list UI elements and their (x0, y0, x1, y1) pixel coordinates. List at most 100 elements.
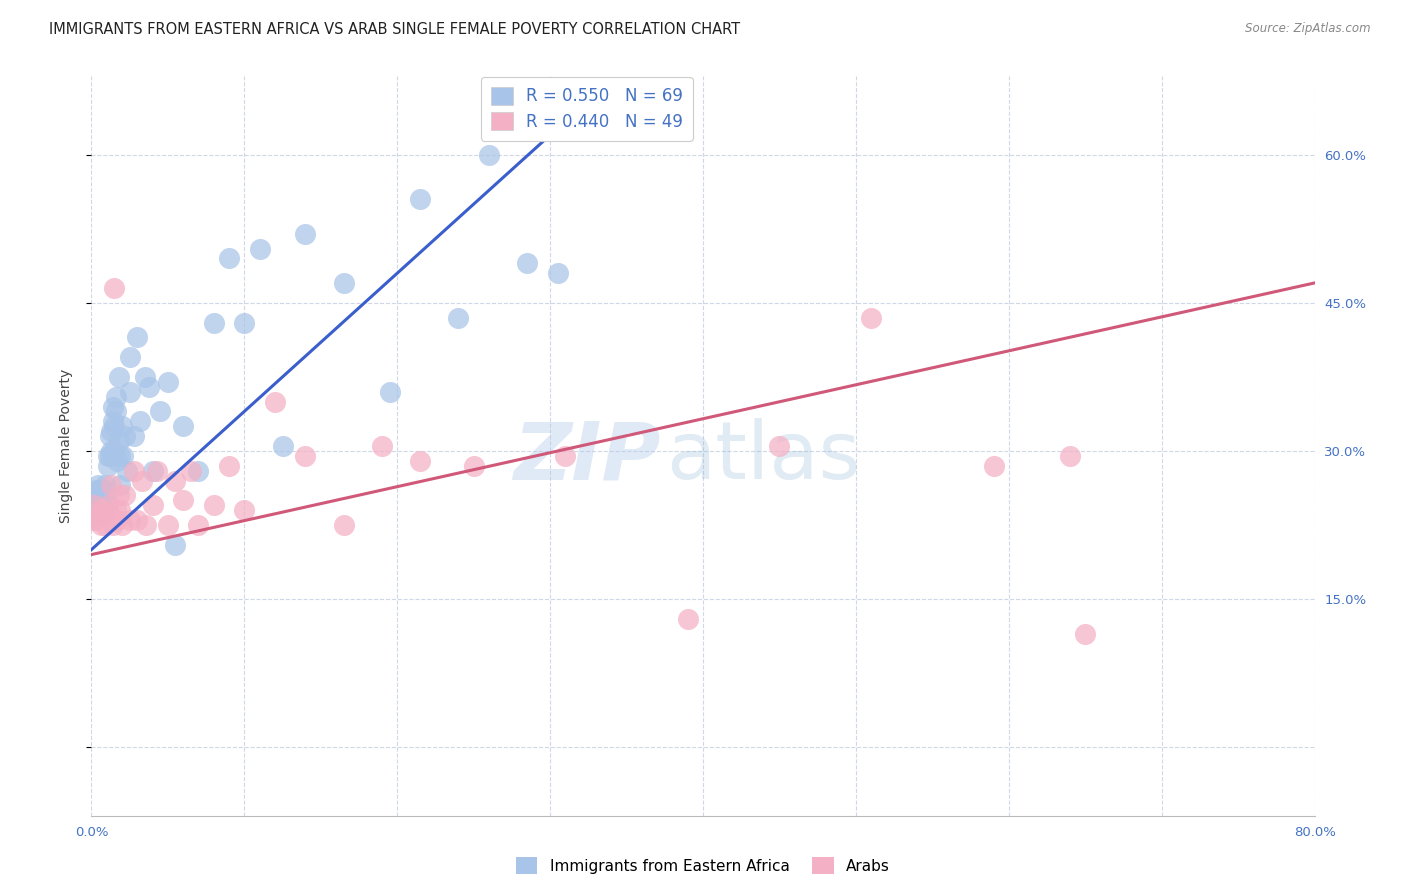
Point (103, 444, 125, 458)
Point (112, 449, 135, 463)
Point (83, 503, 105, 517)
Point (98, 508, 121, 522)
Point (233, 316, 256, 330)
Point (111, 518, 134, 533)
Point (378, 384, 401, 399)
Point (218, 252, 240, 266)
Legend: R = 0.550   N = 69, R = 0.440   N = 49: R = 0.550 N = 69, R = 0.440 N = 49 (481, 77, 693, 141)
Point (138, 380, 160, 394)
Point (108, 370, 131, 384)
Point (86, 478, 108, 492)
Point (547, 266, 569, 280)
Text: ZIP: ZIP (513, 418, 661, 496)
Point (149, 404, 172, 418)
Point (84, 483, 107, 498)
Point (97, 498, 120, 512)
Point (84, 513, 107, 527)
Point (104, 503, 127, 517)
Point (478, 148, 501, 162)
Point (108, 434, 131, 448)
Point (103, 281, 125, 295)
Point (101, 414, 124, 428)
Point (127, 513, 149, 527)
Point (83, 498, 105, 512)
Point (108, 488, 131, 502)
Point (127, 330, 149, 344)
Point (118, 513, 141, 527)
Point (91, 498, 114, 512)
Point (202, 316, 225, 330)
Point (100, 444, 122, 458)
Point (146, 464, 169, 478)
Point (1059, 449, 1081, 463)
Point (983, 458, 1005, 473)
Point (111, 419, 134, 434)
Point (172, 419, 194, 434)
Text: atlas: atlas (666, 418, 860, 496)
Text: IMMIGRANTS FROM EASTERN AFRICA VS ARAB SINGLE FEMALE POVERTY CORRELATION CHART: IMMIGRANTS FROM EASTERN AFRICA VS ARAB S… (49, 22, 741, 37)
Point (82, 513, 104, 527)
Point (101, 518, 124, 533)
Point (110, 478, 132, 492)
Point (105, 454, 128, 468)
Point (187, 518, 209, 533)
Point (202, 498, 225, 512)
Point (332, 276, 354, 290)
Point (134, 370, 156, 384)
Point (294, 227, 316, 241)
Point (409, 454, 432, 468)
Point (180, 464, 202, 478)
Point (83, 488, 105, 502)
Point (141, 464, 163, 478)
Point (90, 483, 112, 498)
Point (87, 483, 110, 498)
Point (114, 488, 136, 502)
Text: Source: ZipAtlas.com: Source: ZipAtlas.com (1246, 22, 1371, 36)
Point (93, 483, 115, 498)
Point (463, 458, 485, 473)
Point (103, 419, 125, 434)
Point (218, 458, 240, 473)
Point (768, 439, 790, 453)
Point (860, 310, 883, 325)
Point (516, 256, 538, 270)
Point (101, 400, 124, 414)
Point (676, 612, 699, 626)
Point (98, 429, 121, 443)
Point (82, 508, 104, 522)
Point (91, 508, 114, 522)
Point (371, 439, 394, 453)
Point (118, 384, 141, 399)
Point (86, 508, 108, 522)
Point (91, 508, 114, 522)
Point (104, 404, 127, 418)
Point (87, 493, 110, 508)
Point (114, 429, 136, 443)
Point (187, 464, 209, 478)
Point (96, 498, 118, 512)
Point (104, 390, 127, 404)
Point (156, 518, 179, 533)
Point (122, 464, 145, 478)
Point (264, 394, 287, 409)
Point (294, 449, 316, 463)
Point (110, 503, 132, 517)
Point (271, 439, 294, 453)
Point (82, 493, 104, 508)
Point (447, 310, 470, 325)
Point (115, 464, 138, 478)
Point (249, 242, 271, 256)
Point (233, 503, 256, 517)
Point (131, 474, 153, 488)
Point (94, 478, 117, 492)
Point (97, 458, 120, 473)
Point (409, 192, 432, 206)
Point (554, 449, 576, 463)
Point (165, 538, 187, 552)
Point (156, 375, 179, 389)
Point (141, 498, 163, 512)
Point (90, 518, 112, 533)
Point (165, 474, 187, 488)
Point (93, 503, 115, 517)
Point (87, 508, 110, 522)
